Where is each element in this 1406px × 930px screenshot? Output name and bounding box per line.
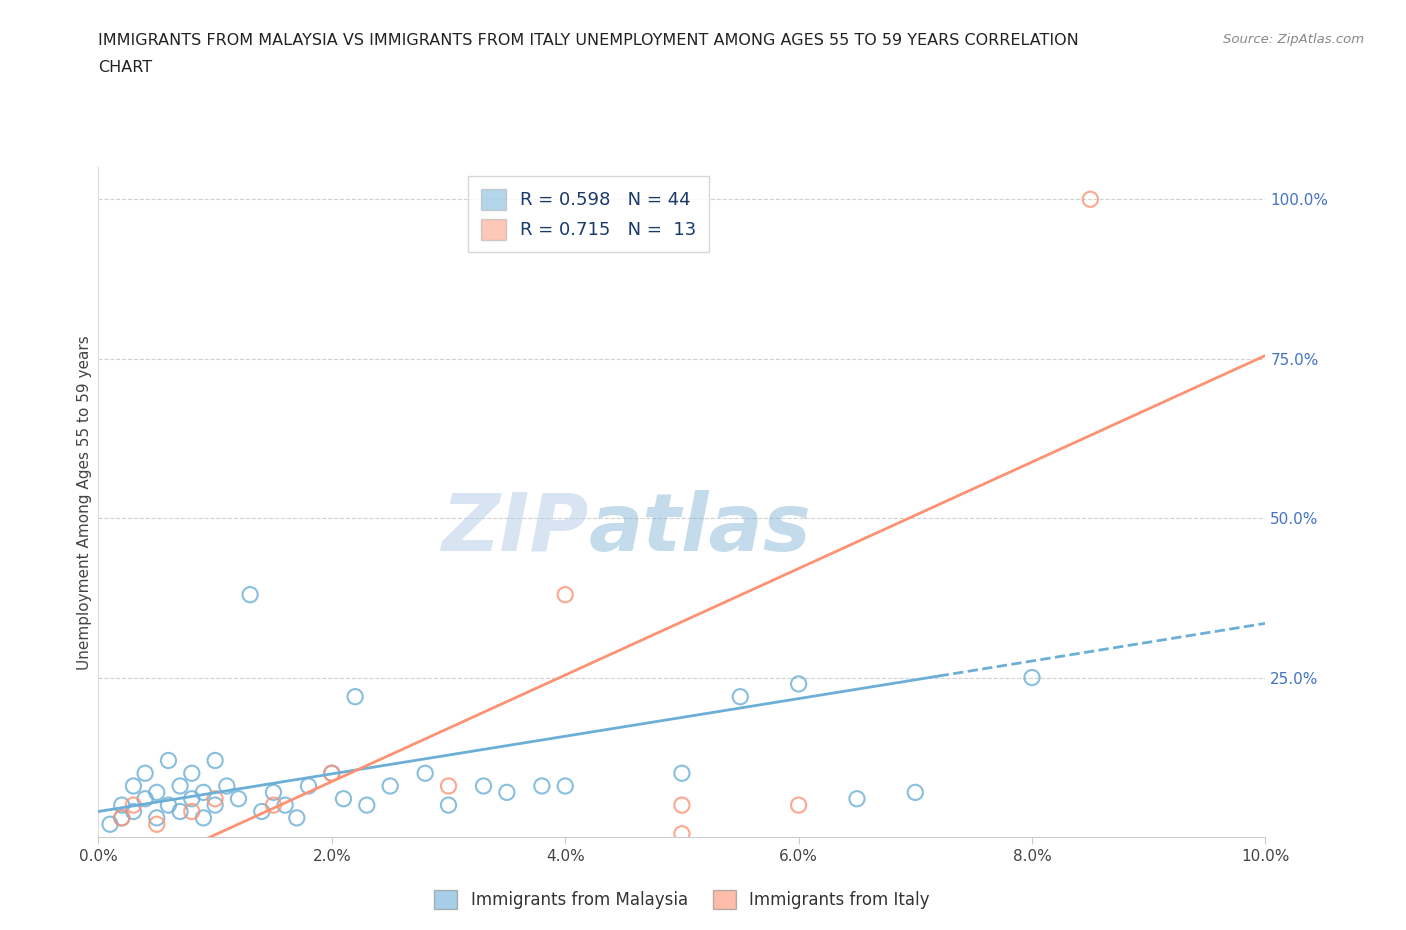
Point: [146, 817, 169, 831]
Point: [169, 778, 191, 793]
Point: [193, 810, 215, 825]
Point: [378, 778, 402, 793]
Point: [228, 791, 250, 806]
Point: [437, 798, 460, 813]
Point: [472, 778, 495, 793]
Text: atlas: atlas: [589, 490, 811, 568]
Point: [146, 810, 169, 825]
Point: [111, 810, 134, 825]
Legend: Immigrants from Malaysia, Immigrants from Italy: Immigrants from Malaysia, Immigrants fro…: [427, 884, 936, 916]
Text: CHART: CHART: [98, 60, 152, 75]
Point: [1021, 671, 1043, 685]
Point: [204, 753, 226, 768]
Point: [111, 798, 134, 813]
Point: [356, 798, 378, 813]
Point: [122, 804, 145, 819]
Point: [204, 798, 226, 813]
Point: [239, 587, 262, 602]
Point: [671, 798, 693, 813]
Point: [111, 810, 134, 825]
Point: [495, 785, 517, 800]
Point: [413, 765, 436, 780]
Point: [250, 804, 273, 819]
Y-axis label: Unemployment Among Ages 55 to 59 years: Unemployment Among Ages 55 to 59 years: [77, 335, 91, 670]
Point: [180, 804, 202, 819]
Point: [321, 765, 343, 780]
Point: [169, 804, 191, 819]
Point: [98, 817, 121, 831]
Point: [845, 791, 868, 806]
Point: [671, 827, 693, 842]
Point: [530, 778, 553, 793]
Point: [728, 689, 751, 704]
Point: [157, 753, 180, 768]
Point: [215, 778, 238, 793]
Point: [193, 785, 215, 800]
Point: [134, 791, 156, 806]
Point: [554, 587, 576, 602]
Point: [332, 791, 354, 806]
Point: [671, 765, 693, 780]
Point: [204, 791, 226, 806]
Point: [146, 785, 169, 800]
Text: IMMIGRANTS FROM MALAYSIA VS IMMIGRANTS FROM ITALY UNEMPLOYMENT AMONG AGES 55 TO : IMMIGRANTS FROM MALAYSIA VS IMMIGRANTS F…: [98, 33, 1080, 47]
Text: Source: ZipAtlas.com: Source: ZipAtlas.com: [1223, 33, 1364, 46]
Point: [134, 765, 156, 780]
Point: [1080, 192, 1102, 206]
Point: [344, 689, 367, 704]
Point: [122, 778, 145, 793]
Point: [274, 798, 297, 813]
Point: [262, 798, 284, 813]
Point: [157, 798, 180, 813]
Point: [787, 798, 810, 813]
Point: [437, 778, 460, 793]
Point: [554, 778, 576, 793]
Point: [787, 676, 810, 691]
Point: [262, 785, 284, 800]
Point: [122, 798, 145, 813]
Text: ZIP: ZIP: [441, 490, 589, 568]
Point: [297, 778, 319, 793]
Point: [904, 785, 927, 800]
Point: [321, 765, 343, 780]
Point: [180, 765, 202, 780]
Point: [180, 791, 202, 806]
Point: [285, 810, 308, 825]
